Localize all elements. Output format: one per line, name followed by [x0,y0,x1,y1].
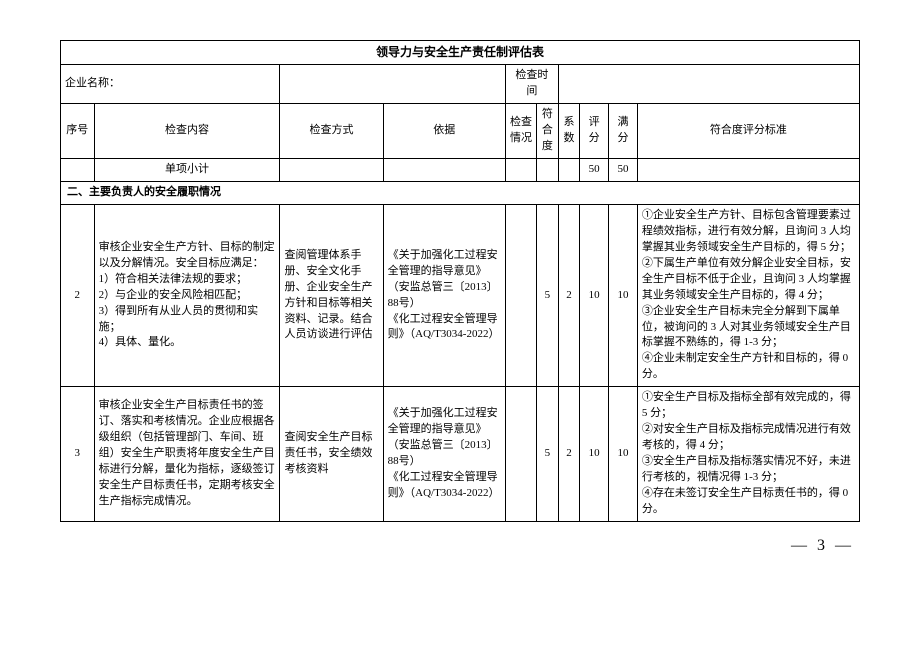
subtotal-empty6 [558,159,580,182]
subtotal-score: 50 [580,159,609,182]
cell-criteria: ①安全生产目标及指标全部有效完成的，得 5 分；②对安全生产目标及指标完成情况进… [637,387,859,522]
header-score: 评分 [580,104,609,159]
cell-method: 查阅安全生产目标责任书，安全绩效考核资料 [280,387,383,522]
table-row: 3 审核企业安全生产目标责任书的签订、落实和考核情况。企业应根据各级组织（包括管… [61,387,860,522]
subtotal-empty5 [537,159,559,182]
cell-method: 查阅管理体系手册、安全文化手册、企业安全生产方针和目标等相关资料、记录。结合人员… [280,204,383,386]
header-content: 检查内容 [94,104,280,159]
header-method: 检查方式 [280,104,383,159]
cell-score: 10 [580,204,609,386]
cell-full: 10 [609,387,638,522]
subtotal-empty4 [505,159,536,182]
cell-seq: 3 [61,387,95,522]
cell-coef: 2 [558,387,580,522]
check-time-value [558,65,859,104]
cell-compliance: 5 [537,204,559,386]
subtotal-empty3 [383,159,505,182]
company-name-value [280,65,505,104]
subtotal-full: 50 [609,159,638,182]
cell-criteria: ①企业安全生产方针、目标包含管理要素过程绩效指标，进行有效分解，且询问 3 人均… [637,204,859,386]
cell-situation [505,387,536,522]
header-seq: 序号 [61,104,95,159]
cell-content: 审核企业安全生产目标责任书的签订、落实和考核情况。企业应根据各级组织（包括管理部… [94,387,280,522]
table-row: 2 审核企业安全生产方针、目标的制定以及分解情况。安全目标应满足：1）符合相关法… [61,204,860,386]
header-criteria: 符合度评分标准 [637,104,859,159]
evaluation-table: 领导力与安全生产责任制评估表 企业名称： 检查时间 序号 检查内容 检查方式 依… [60,40,860,522]
table-title: 领导力与安全生产责任制评估表 [61,41,860,65]
subtotal-label: 单项小计 [94,159,280,182]
cell-compliance: 5 [537,387,559,522]
cell-coef: 2 [558,204,580,386]
cell-full: 10 [609,204,638,386]
cell-basis: 《关于加强化工过程安全管理的指导意见》（安监总管三〔2013〕88号）《化工过程… [383,387,505,522]
cell-situation [505,204,536,386]
company-name-label: 企业名称： [61,65,280,104]
cell-seq: 2 [61,204,95,386]
cell-content: 审核企业安全生产方针、目标的制定以及分解情况。安全目标应满足：1）符合相关法律法… [94,204,280,386]
cell-basis: 《关于加强化工过程安全管理的指导意见》（安监总管三〔2013〕88号）《化工过程… [383,204,505,386]
header-coef: 系数 [558,104,580,159]
page-number: — 3 — [60,534,860,557]
check-time-label: 检查时间 [505,65,558,104]
subtotal-empty7 [637,159,859,182]
header-compliance: 符合度 [537,104,559,159]
header-full: 满分 [609,104,638,159]
subtotal-empty1 [61,159,95,182]
cell-score: 10 [580,387,609,522]
section-heading: 二、主要负责人的安全履职情况 [61,182,860,205]
subtotal-empty2 [280,159,383,182]
header-situation: 检查情况 [505,104,536,159]
header-basis: 依据 [383,104,505,159]
